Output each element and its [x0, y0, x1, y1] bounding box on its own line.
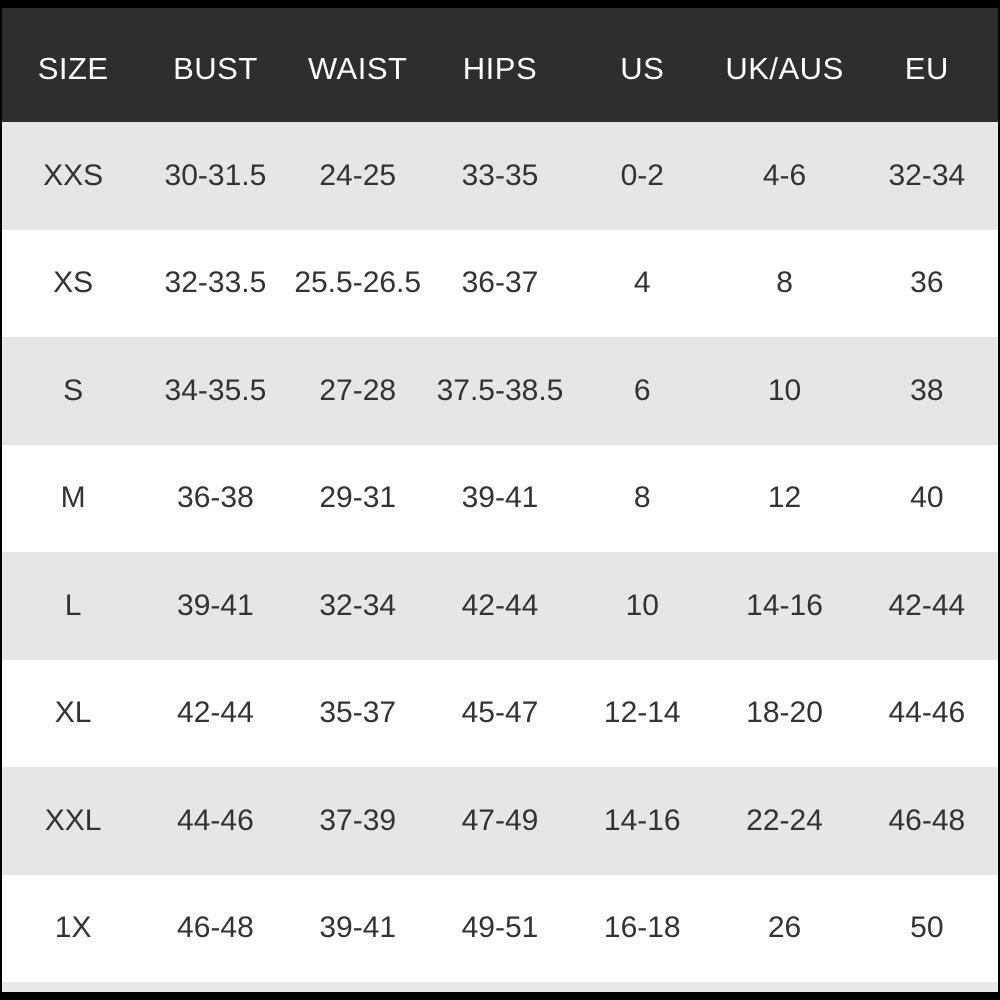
table-cell: 4-6 — [762, 158, 807, 192]
table-cell: 4 — [633, 266, 651, 300]
table-cell: 0-2 — [620, 158, 664, 192]
table-cell: 10 — [625, 588, 659, 622]
table-cell: 42-44 — [177, 696, 254, 730]
table-row: S 34-35.5 27-28 37.5-38.5 6 10 38 — [2, 337, 998, 445]
size-cell: XXL — [44, 803, 102, 837]
table-cell: 29-31 — [319, 481, 397, 515]
table-cell: 14-16 — [746, 588, 823, 622]
table-cell: 39-41 — [319, 911, 397, 945]
table-cell: 25.5-26.5 — [294, 266, 422, 300]
table-cell: 46-48 — [177, 911, 254, 945]
header-cell: BUST — [173, 51, 258, 86]
table-cell: 24-25 — [319, 158, 397, 192]
size-cell: XL — [54, 696, 92, 730]
header-cell: WAIST — [307, 51, 408, 86]
table-cell: 22-24 — [746, 803, 823, 837]
table-cell: 50 — [910, 911, 944, 945]
table-cell: 12 — [767, 481, 802, 515]
table-cell: 37.5-38.5 — [436, 373, 564, 407]
table-cell: 42-44 — [461, 588, 539, 622]
table-cell: 37-39 — [319, 803, 397, 837]
table-cell: 40 — [910, 481, 944, 515]
table-cell: 38 — [910, 373, 944, 407]
table-cell: 39-41 — [461, 481, 539, 515]
table-cell: 14-16 — [603, 803, 681, 837]
header-cell: SIZE — [37, 51, 109, 86]
table-cell: 16-18 — [603, 911, 681, 945]
table-cell: 32-33.5 — [164, 266, 267, 300]
table-row: XXL 44-46 37-39 47-49 14-16 22-24 46-48 — [2, 767, 998, 875]
table-cell: 18-20 — [746, 696, 823, 730]
table-cell: 45-47 — [461, 696, 539, 730]
table-cell: 36-37 — [461, 266, 539, 300]
header-cell: HIPS — [462, 51, 538, 86]
table-cell: 47-49 — [461, 803, 539, 837]
size-table: SIZE BUST WAIST HIPS US UK/AUS EU XXS 30-31.5 24-… — [2, 8, 998, 992]
size-cell: S — [63, 373, 84, 407]
table-row: XXS 30-31.5 24-25 33-35 0-2 4-6 32-34 — [2, 122, 998, 230]
table-cell: 26 — [767, 911, 802, 945]
table-cell: 6 — [633, 373, 651, 407]
table-cell: 33-35 — [461, 158, 539, 192]
table-cell: 39-41 — [177, 588, 254, 622]
table-cell: 8 — [633, 481, 651, 515]
size-cell: XS — [53, 266, 94, 300]
table-cell: 49-51 — [461, 911, 539, 945]
size-cell: L — [64, 588, 82, 622]
header-cell: UK/AUS — [725, 51, 844, 86]
table-cell: 42-44 — [888, 588, 966, 622]
table-cell: 34-35.5 — [164, 373, 267, 407]
table-cell: 35-37 — [319, 696, 397, 730]
table-cell: 30-31.5 — [164, 158, 267, 192]
header-cell: US — [620, 51, 665, 86]
table-cell: 8 — [776, 266, 793, 300]
table-cell: 44-46 — [177, 803, 254, 837]
table-cell: 32-34 — [319, 588, 397, 622]
table-row: 1X 46-48 39-41 49-51 16-18 26 50 — [2, 874, 998, 982]
size-cell: 1X — [54, 911, 92, 945]
table-cell: 27-28 — [319, 373, 397, 407]
table-cell: 36-38 — [177, 481, 254, 515]
table-cell: 36 — [910, 266, 944, 300]
table-row: L 39-41 32-34 42-44 10 14-16 42-44 — [2, 552, 998, 660]
table-cell: 32-34 — [888, 158, 966, 192]
table-row: XL 42-44 35-37 45-47 12-14 18-20 44-46 — [2, 659, 998, 767]
table-cell: 46-48 — [888, 803, 966, 837]
table-cell: 44-46 — [888, 696, 966, 730]
table-row: M 36-38 29-31 39-41 8 12 40 — [2, 444, 998, 552]
size-cell: XXS — [43, 158, 104, 192]
table-cell: 12-14 — [603, 696, 681, 730]
table-cell: 10 — [767, 373, 802, 407]
header-cell: EU — [904, 51, 949, 86]
header-row: SIZE BUST WAIST HIPS US UK/AUS EU — [2, 8, 998, 122]
size-cell: M — [60, 481, 86, 515]
table-row: XS 32-33.5 25.5-26.5 36-37 4 8 36 — [2, 229, 998, 337]
